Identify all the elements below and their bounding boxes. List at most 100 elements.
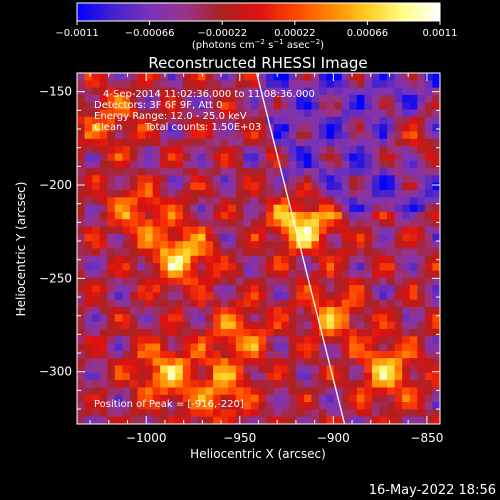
heatmap-cell bbox=[152, 350, 161, 359]
heatmap-cell bbox=[220, 197, 229, 206]
heatmap-cell bbox=[220, 175, 229, 184]
heatmap-cell bbox=[296, 168, 305, 176]
heatmap-cell bbox=[235, 409, 244, 418]
heatmap-cell bbox=[213, 409, 222, 418]
heatmap-cell bbox=[205, 416, 214, 424]
heatmap-cell bbox=[160, 204, 169, 213]
heatmap-cell bbox=[243, 248, 252, 257]
heatmap-cell bbox=[243, 263, 252, 271]
heatmap-cell bbox=[311, 124, 320, 132]
heatmap-cell bbox=[114, 175, 123, 184]
heatmap-cell bbox=[92, 131, 101, 140]
heatmap-cell bbox=[311, 226, 320, 235]
heatmap-cell bbox=[243, 87, 252, 96]
heatmap-cell bbox=[371, 102, 380, 110]
heatmap-cell bbox=[326, 321, 335, 330]
heatmap-cell bbox=[243, 219, 252, 227]
heatmap-cell bbox=[175, 219, 184, 227]
heatmap-cell bbox=[99, 350, 108, 359]
heatmap-cell bbox=[235, 124, 244, 132]
heatmap-cell bbox=[349, 380, 358, 388]
heatmap-cell bbox=[243, 372, 252, 381]
heatmap-cell bbox=[326, 190, 335, 198]
heatmap-cell bbox=[319, 109, 327, 118]
heatmap-cell bbox=[349, 277, 358, 286]
heatmap-cell bbox=[250, 73, 259, 81]
heatmap-cell bbox=[281, 211, 290, 220]
heatmap-cell bbox=[182, 73, 191, 81]
heatmap-cell bbox=[303, 241, 312, 249]
heatmap-cell bbox=[235, 350, 244, 359]
heatmap-cell bbox=[152, 380, 161, 388]
heatmap-cell bbox=[319, 94, 327, 103]
heatmap-cell bbox=[228, 350, 237, 359]
heatmap-cell bbox=[387, 116, 396, 125]
heatmap-cell bbox=[228, 233, 237, 242]
heatmap-cell bbox=[364, 168, 373, 176]
heatmap-cell bbox=[84, 211, 93, 220]
heatmap-cell bbox=[160, 299, 169, 308]
heatmap-cell bbox=[371, 358, 380, 366]
heatmap-cell bbox=[364, 255, 373, 264]
heatmap-cell bbox=[311, 292, 320, 301]
heatmap-cell bbox=[250, 175, 259, 184]
heatmap-cell bbox=[92, 263, 101, 271]
heatmap-cell bbox=[167, 204, 176, 213]
heatmap-cell bbox=[288, 241, 297, 249]
heatmap-cell bbox=[107, 241, 116, 249]
heatmap-cell bbox=[356, 299, 365, 308]
heatmap-cell bbox=[334, 299, 343, 308]
heatmap-cell bbox=[432, 226, 440, 235]
heatmap-cell bbox=[152, 321, 161, 330]
heatmap-cell bbox=[326, 226, 335, 235]
heatmap-cell bbox=[228, 168, 237, 176]
heatmap-cell bbox=[311, 380, 320, 388]
heatmap-cell bbox=[364, 285, 373, 293]
heatmap-cell bbox=[402, 365, 411, 374]
heatmap-cell bbox=[394, 190, 403, 198]
heatmap-cell bbox=[303, 204, 312, 213]
heatmap-cell bbox=[92, 153, 101, 162]
heatmap-cell bbox=[258, 263, 267, 271]
heatmap-cell bbox=[228, 109, 237, 118]
heatmap-cell bbox=[220, 394, 229, 403]
heatmap-cell bbox=[92, 336, 101, 344]
heatmap-cell bbox=[409, 131, 418, 140]
heatmap-cell bbox=[379, 116, 388, 125]
heatmap-cell bbox=[228, 241, 237, 249]
heatmap-cell bbox=[92, 350, 101, 359]
heatmap-cell bbox=[319, 365, 327, 374]
heatmap-cell bbox=[122, 204, 131, 213]
heatmap-cell bbox=[296, 307, 305, 315]
heatmap-cell bbox=[273, 365, 282, 374]
heatmap-cell bbox=[303, 328, 312, 337]
heatmap-cell bbox=[243, 233, 252, 242]
heatmap-cell bbox=[288, 131, 297, 140]
heatmap-cell bbox=[371, 263, 380, 271]
heatmap-cell bbox=[167, 190, 176, 198]
heatmap-cell bbox=[258, 380, 267, 388]
heatmap-cell bbox=[303, 131, 312, 140]
heatmap-cell bbox=[379, 350, 388, 359]
heatmap-cell bbox=[99, 299, 108, 308]
heatmap-cell bbox=[266, 153, 275, 162]
heatmap-cell bbox=[84, 131, 93, 140]
heatmap-cell bbox=[198, 80, 206, 89]
heatmap-cell bbox=[84, 182, 93, 191]
heatmap-cell bbox=[205, 336, 214, 344]
heatmap-cell bbox=[356, 387, 365, 396]
heatmap-cell bbox=[303, 409, 312, 418]
heatmap-cell bbox=[356, 138, 365, 147]
heatmap-cell bbox=[387, 328, 396, 337]
heatmap-cell bbox=[107, 336, 116, 344]
heatmap-cell bbox=[258, 116, 267, 125]
heatmap-cell bbox=[319, 277, 327, 286]
heatmap-cell bbox=[356, 219, 365, 227]
heatmap-cell bbox=[84, 153, 93, 162]
heatmap-cell bbox=[92, 211, 101, 220]
heatmap-cell bbox=[175, 73, 184, 81]
heatmap-cell bbox=[107, 94, 116, 103]
heatmap-cell bbox=[228, 328, 237, 337]
heatmap-cell bbox=[409, 248, 418, 257]
heatmap-cell bbox=[334, 285, 343, 293]
